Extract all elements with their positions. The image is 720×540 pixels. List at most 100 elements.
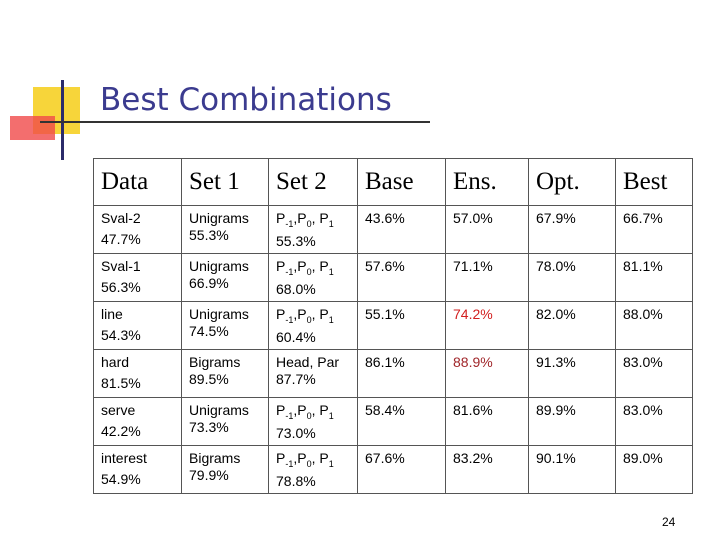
column-header: Base <box>357 158 446 206</box>
table-cell: 71.1% <box>445 253 529 302</box>
cell-line: interest <box>101 450 147 466</box>
cell-line: Unigrams <box>189 306 249 322</box>
cell-line: P-1,P0, P1 <box>276 306 357 329</box>
cell-line: 47.7% <box>101 231 141 247</box>
subscript: -1 <box>285 266 294 277</box>
table-cell: Sval-1 56.3% <box>93 253 182 302</box>
column-header: Ens. <box>445 158 529 206</box>
table-cell: P-1,P0, P1 73.0% <box>268 397 358 446</box>
cell-line: 66.9% <box>189 275 229 291</box>
text-segment: ,P <box>293 306 307 322</box>
cell-line: 43.6% <box>365 210 405 226</box>
table-row: Sval-2 47.7% Unigrams 55.3% P-1,P0, P1 55.3% 4… <box>93 205 693 254</box>
table-cell: line 54.3% <box>93 301 182 350</box>
cell-line: 82.0% <box>536 306 576 322</box>
cell-line: 88.0% <box>623 306 663 322</box>
subscript: 1 <box>328 458 334 469</box>
cell-line: 83.0% <box>623 354 663 370</box>
cell-line: 71.1% <box>453 258 493 274</box>
table-row: interest 54.9% Bigrams 79.9% P-1,P0, P1 78.8%… <box>93 445 693 494</box>
table-row: serve 42.2% Unigrams 73.3% P-1,P0, P1 73.0% 58… <box>93 397 693 446</box>
subscript: -1 <box>285 218 294 229</box>
cell-line: 74.2% <box>453 306 493 322</box>
cell-line: 54.9% <box>101 471 141 487</box>
cell-line: P-1,P0, P1 <box>276 450 357 473</box>
cell-line: 89.5% <box>189 371 229 387</box>
subscript: -1 <box>285 410 294 421</box>
cell-line: 60.4% <box>276 328 316 345</box>
cell-line: 78.0% <box>536 258 576 274</box>
cell-line: Sval-1 <box>101 258 141 274</box>
vertical-rule <box>61 80 64 160</box>
cell-line: 78.8% <box>276 472 316 489</box>
table-cell: 66.7% <box>615 205 693 254</box>
table-cell: serve 42.2% <box>93 397 182 446</box>
cell-line: Unigrams <box>189 210 249 226</box>
cell-line: 68.0% <box>276 280 316 297</box>
horizontal-rule <box>40 121 430 123</box>
cell-line: 55.3% <box>276 232 316 249</box>
cell-line: P-1,P0, P1 <box>276 402 357 425</box>
text-segment: ,P <box>293 210 307 226</box>
cell-line: 73.3% <box>189 419 229 435</box>
cell-line: 55.3% <box>189 227 229 243</box>
cell-line: 81.6% <box>453 402 493 418</box>
text-segment: , P <box>311 450 329 466</box>
subscript: 1 <box>328 218 334 229</box>
cell-line: 67.9% <box>536 210 576 226</box>
table-cell: 90.1% <box>528 445 616 494</box>
subscript: -1 <box>285 458 294 469</box>
cell-line: 89.0% <box>623 450 663 466</box>
cell-line: 91.3% <box>536 354 576 370</box>
table-cell: 58.4% <box>357 397 446 446</box>
table-cell: 55.1% <box>357 301 446 350</box>
cell-line: hard <box>101 354 130 370</box>
cell-line: Bigrams <box>189 354 241 370</box>
cell-line: 81.1% <box>623 258 663 274</box>
cell-line: 42.2% <box>101 423 141 439</box>
table-cell: 86.1% <box>357 349 446 398</box>
table-cell: 67.9% <box>528 205 616 254</box>
header-row: Data Set 1 Set 2 Base Ens. Opt. Best <box>93 158 693 206</box>
table-cell: 88.0% <box>615 301 693 350</box>
text-segment: , P <box>311 210 329 226</box>
column-header: Best <box>615 158 693 206</box>
table-cell: P-1,P0, P1 60.4% <box>268 301 358 350</box>
subscript: 0 <box>306 266 312 277</box>
table-row: Sval-1 56.3% Unigrams 66.9% P-1,P0, P1 68.0% 5… <box>93 253 693 302</box>
table-cell: interest 54.9% <box>93 445 182 494</box>
text-segment: P <box>276 450 286 466</box>
table-cell: Head, Par 87.7% <box>268 349 358 398</box>
cell-line: Unigrams <box>189 258 249 274</box>
table-cell: 57.0% <box>445 205 529 254</box>
cell-line: line <box>101 306 123 322</box>
table-cell: P-1,P0, P1 68.0% <box>268 253 358 302</box>
text-segment: P <box>276 306 286 322</box>
subscript: 0 <box>306 410 312 421</box>
table-cell: 82.0% <box>528 301 616 350</box>
text-segment: P <box>276 402 286 418</box>
table-cell: Bigrams 89.5% <box>181 349 269 398</box>
cell-line: 83.2% <box>453 450 493 466</box>
subscript: 1 <box>328 266 334 277</box>
cell-line: 83.0% <box>623 402 663 418</box>
table-cell: 57.6% <box>357 253 446 302</box>
column-header: Data <box>93 158 182 206</box>
cell-line: Unigrams <box>189 402 249 418</box>
table-cell: 43.6% <box>357 205 446 254</box>
table-row: line 54.3% Unigrams 74.5% P-1,P0, P1 60.4% 55.… <box>93 301 693 350</box>
cell-line: 57.6% <box>365 258 405 274</box>
text-segment: , P <box>311 402 329 418</box>
subscript: -1 <box>285 314 294 325</box>
table-cell: 78.0% <box>528 253 616 302</box>
cell-line: 79.9% <box>189 467 229 483</box>
text-segment: ,P <box>293 402 307 418</box>
cell-line: 90.1% <box>536 450 576 466</box>
text-segment: ,P <box>293 450 307 466</box>
column-header: Set 2 <box>268 158 358 206</box>
slide-title: Best Combinations <box>100 82 392 118</box>
table-cell: Sval-2 47.7% <box>93 205 182 254</box>
cell-line: 54.3% <box>101 327 141 343</box>
cell-line: 57.0% <box>453 210 493 226</box>
